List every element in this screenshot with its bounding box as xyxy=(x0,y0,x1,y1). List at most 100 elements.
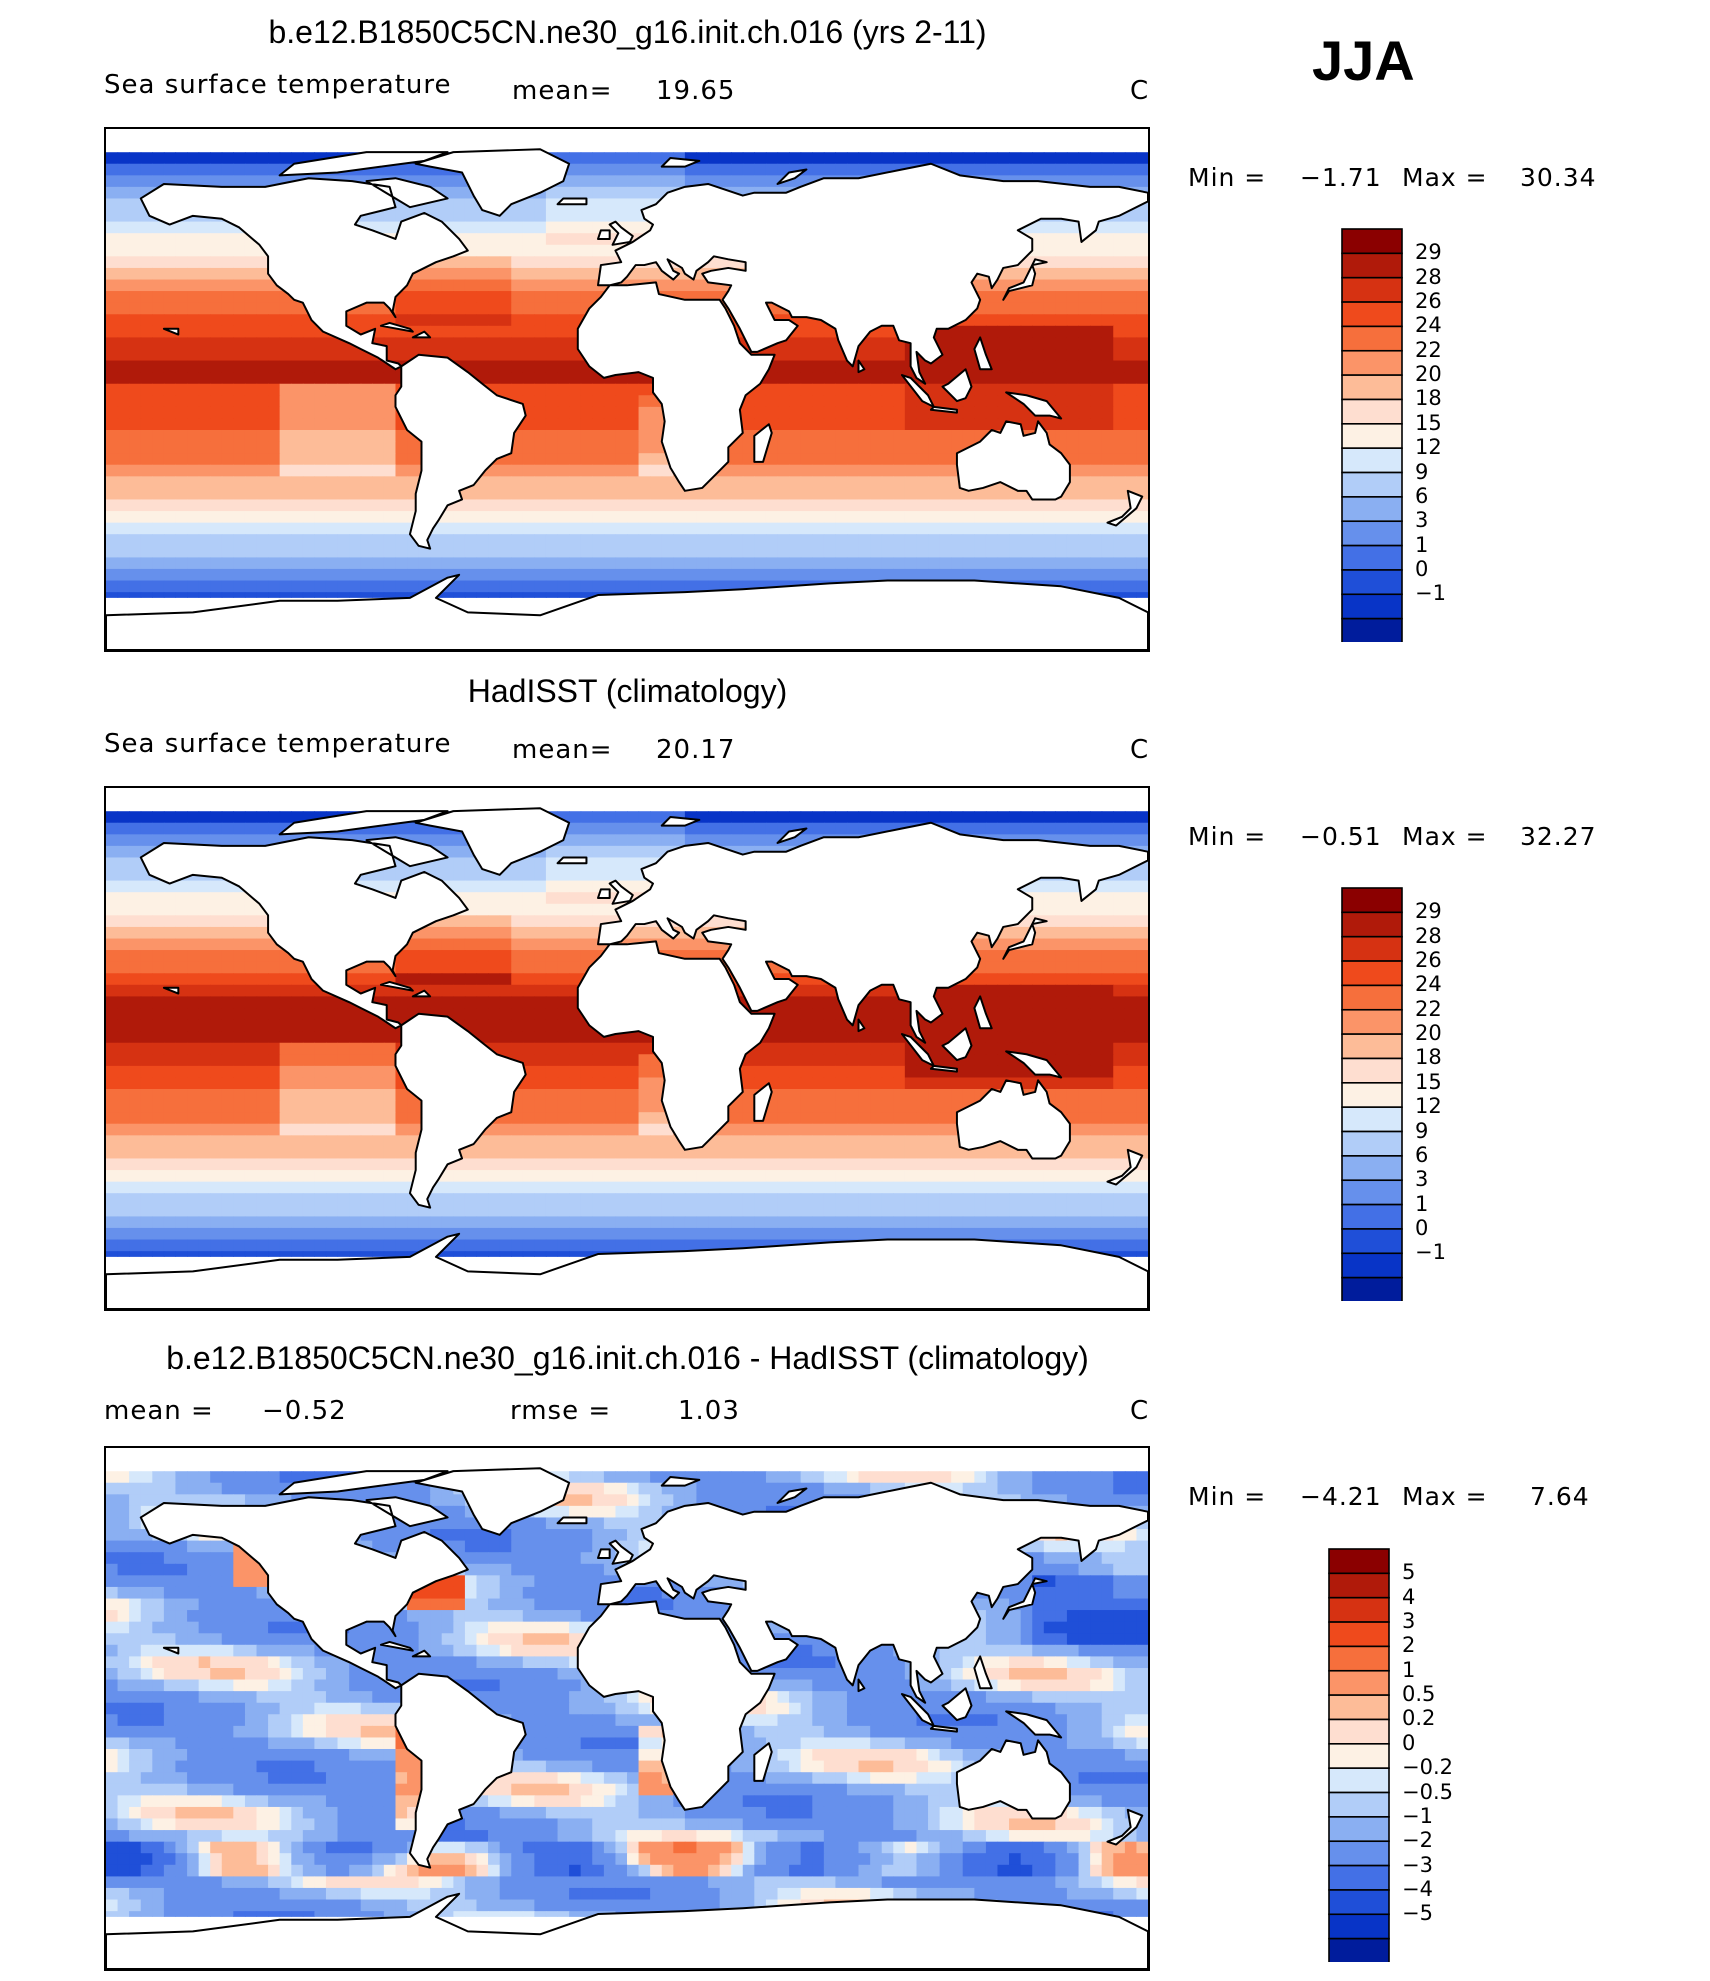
map-field xyxy=(106,807,1148,1309)
colorbar-level-label: 26 xyxy=(1415,289,1442,314)
map-field xyxy=(106,148,1148,650)
colorbar-box xyxy=(1341,911,1403,938)
units-label: C xyxy=(1130,76,1150,106)
colorbar-box xyxy=(1341,617,1403,642)
min-value: −0.51 xyxy=(1300,822,1382,851)
colorbar-level-label: 3 xyxy=(1415,1167,1429,1192)
colorbar-box xyxy=(1341,520,1403,547)
colorbar-box xyxy=(1328,1596,1390,1623)
continent-outlines xyxy=(106,807,1148,1309)
colorbar-level-label: 1 xyxy=(1415,532,1429,557)
min-value: −1.71 xyxy=(1300,163,1382,192)
colorbar-box xyxy=(1328,1548,1390,1575)
colorbar-box xyxy=(1328,1743,1390,1769)
variable-label: Sea surface temperature xyxy=(104,70,452,100)
colorbar-level-label: 18 xyxy=(1415,1045,1442,1070)
colorbar-box xyxy=(1341,1276,1403,1301)
colorbar-level-label: 1 xyxy=(1402,1657,1416,1682)
colorbar-sst-model: 29 28 26 24 22 20 18 15 12 9 6 3 1 0 −1 xyxy=(1341,228,1446,642)
colorbar-box xyxy=(1328,1767,1390,1794)
colorbar-level-label: −3 xyxy=(1402,1852,1433,1877)
max-value: 7.64 xyxy=(1530,1482,1590,1511)
colorbar-level-label: 20 xyxy=(1415,1021,1442,1046)
colorbar-box xyxy=(1328,1645,1390,1672)
continent-outlines xyxy=(106,1467,1148,1969)
colorbar-level-label: −1 xyxy=(1415,1240,1446,1265)
colorbar-level-label: 15 xyxy=(1415,410,1442,435)
colorbar-box xyxy=(1341,569,1403,596)
colorbar-level-label: 3 xyxy=(1415,508,1429,533)
colorbar-level-label: 5 xyxy=(1402,1560,1416,1585)
panel-title: b.e12.B1850C5CN.ne30_g16.init.ch.016 - H… xyxy=(166,1340,1089,1376)
colorbar-level-label: 9 xyxy=(1415,1118,1429,1143)
colorbar-box xyxy=(1341,1252,1403,1279)
colorbar-level-label: 0 xyxy=(1415,1215,1429,1240)
colorbar-box xyxy=(1328,1694,1390,1721)
mean-value: 19.65 xyxy=(656,76,736,106)
colorbar-box xyxy=(1341,1203,1403,1230)
colorbar-level-label: 12 xyxy=(1415,435,1442,460)
map-field xyxy=(106,1467,1148,1969)
colorbar-box xyxy=(1341,325,1403,352)
colorbar-level-label: −1 xyxy=(1415,581,1446,606)
colorbar-box xyxy=(1341,301,1403,328)
colorbar-box xyxy=(1341,935,1403,962)
colorbar-level-label: 4 xyxy=(1402,1584,1416,1609)
colorbar-box xyxy=(1341,252,1403,279)
colorbar-box xyxy=(1328,1572,1390,1599)
colorbar-level-label: 0 xyxy=(1402,1730,1416,1755)
colorbar-level-label: 24 xyxy=(1415,972,1442,997)
max-value: 32.27 xyxy=(1520,822,1597,851)
colorbar-level-label: 26 xyxy=(1415,948,1442,973)
colorbar-box xyxy=(1341,423,1403,449)
colorbar-level-label: −2 xyxy=(1402,1828,1433,1853)
colorbar-level-label: −4 xyxy=(1402,1876,1433,1901)
colorbar-box xyxy=(1341,1130,1403,1157)
panel-title: b.e12.B1850C5CN.ne30_g16.init.ch.016 (yr… xyxy=(268,14,987,50)
sst-map-model xyxy=(104,127,1150,652)
colorbar-box xyxy=(1341,398,1403,425)
colorbar-box xyxy=(1341,496,1403,523)
colorbar-level-label: 9 xyxy=(1415,459,1429,484)
rmse-label: rmse = xyxy=(510,1396,612,1426)
colorbar-diff: 5 4 3 2 1 0.5 0.2 0 −0.2 −0.5 −1 −2 −3 −4 −5 xyxy=(1328,1548,1453,1962)
colorbar-box xyxy=(1341,374,1403,401)
colorbar-box xyxy=(1328,1669,1390,1696)
colorbar-box xyxy=(1328,1913,1390,1940)
colorbar-boxes xyxy=(1328,1548,1390,1962)
variable-label: Sea surface temperature xyxy=(104,729,452,759)
colorbar-box xyxy=(1341,1228,1403,1255)
season-label: JJA xyxy=(1312,29,1415,92)
colorbar-box xyxy=(1341,960,1403,987)
colorbar-box xyxy=(1341,887,1403,914)
colorbar-box xyxy=(1328,1889,1390,1916)
colorbar-boxes xyxy=(1341,887,1403,1301)
colorbar-level-label: 24 xyxy=(1415,313,1442,338)
colorbar-box xyxy=(1341,544,1403,571)
colorbar-box xyxy=(1341,1155,1403,1182)
panel-title: HadISST (climatology) xyxy=(467,673,788,709)
colorbar-box xyxy=(1341,228,1403,255)
colorbar-level-label: 28 xyxy=(1415,264,1442,289)
colorbar-boxes xyxy=(1341,228,1403,642)
colorbar-box xyxy=(1341,1106,1403,1133)
colorbar-box xyxy=(1341,1008,1403,1035)
colorbar-level-label: −5 xyxy=(1402,1901,1433,1926)
colorbar-box xyxy=(1341,276,1403,303)
sst-map-obs xyxy=(104,786,1150,1311)
rmse-value: 1.03 xyxy=(678,1396,740,1426)
units-label: C xyxy=(1130,735,1150,765)
units-label: C xyxy=(1130,1396,1150,1426)
colorbar-box xyxy=(1341,984,1403,1011)
colorbar-box xyxy=(1341,1179,1403,1206)
colorbar-level-label: −1 xyxy=(1402,1803,1433,1828)
colorbar-box xyxy=(1341,447,1403,474)
colorbar-level-label: 22 xyxy=(1415,337,1442,362)
continent-outlines xyxy=(106,148,1148,650)
colorbar-level-label: 29 xyxy=(1415,899,1442,924)
colorbar-level-label: 18 xyxy=(1415,386,1442,411)
colorbar-level-label: 0.5 xyxy=(1402,1682,1436,1707)
colorbar-level-label: −0.2 xyxy=(1402,1755,1453,1780)
colorbar-level-label: 15 xyxy=(1415,1069,1442,1094)
max-label: Max = xyxy=(1402,163,1488,192)
